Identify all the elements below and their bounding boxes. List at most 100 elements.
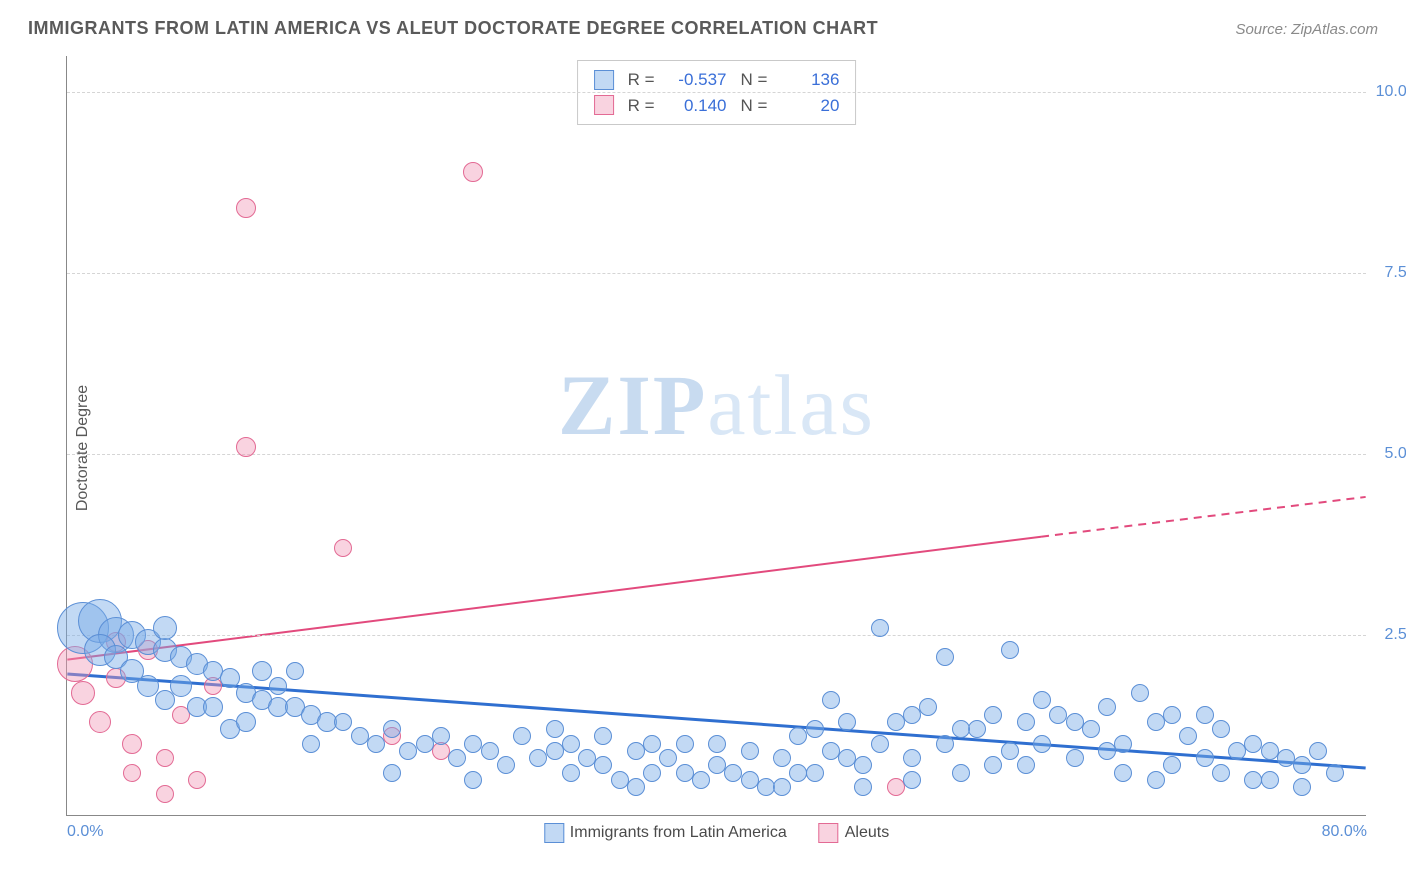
data-bubble <box>399 742 417 760</box>
data-bubble <box>773 778 791 796</box>
data-bubble <box>1082 720 1100 738</box>
data-bubble <box>936 648 954 666</box>
data-bubble <box>334 713 352 731</box>
data-bubble <box>123 764 141 782</box>
data-bubble <box>546 720 564 738</box>
data-bubble <box>1293 778 1311 796</box>
data-bubble <box>773 749 791 767</box>
data-bubble <box>854 756 872 774</box>
stats-label: N = <box>741 93 768 119</box>
x-tick-label: 0.0% <box>67 823 103 841</box>
stats-n-value: 136 <box>781 67 839 93</box>
data-bubble <box>903 706 921 724</box>
legend-swatch <box>594 70 614 90</box>
data-bubble <box>594 727 612 745</box>
data-bubble <box>546 742 564 760</box>
data-bubble <box>1098 698 1116 716</box>
data-bubble <box>1212 720 1230 738</box>
data-bubble <box>1196 706 1214 724</box>
legend-swatch <box>819 823 839 843</box>
data-bubble <box>1228 742 1246 760</box>
data-bubble <box>203 697 223 717</box>
data-bubble <box>89 711 111 733</box>
data-bubble <box>854 778 872 796</box>
data-bubble <box>497 756 515 774</box>
data-bubble <box>562 764 580 782</box>
data-bubble <box>122 734 142 754</box>
data-bubble <box>903 749 921 767</box>
stats-label: R = <box>628 67 655 93</box>
data-bubble <box>383 720 401 738</box>
legend-label: Immigrants from Latin America <box>570 824 787 841</box>
data-bubble <box>367 735 385 753</box>
data-bubble <box>383 764 401 782</box>
data-bubble <box>529 749 547 767</box>
data-bubble <box>789 727 807 745</box>
data-bubble <box>1114 735 1132 753</box>
data-bubble <box>692 771 710 789</box>
data-bubble <box>170 675 192 697</box>
data-bubble <box>432 727 450 745</box>
data-bubble <box>416 735 434 753</box>
legend-label: Aleuts <box>845 824 889 841</box>
data-bubble <box>871 619 889 637</box>
data-bubble <box>156 785 174 803</box>
data-bubble <box>1066 749 1084 767</box>
data-bubble <box>1261 742 1279 760</box>
data-bubble <box>302 735 320 753</box>
data-bubble <box>643 735 661 753</box>
data-bubble <box>286 662 304 680</box>
data-bubble <box>562 735 580 753</box>
stats-n-value: 20 <box>781 93 839 119</box>
data-bubble <box>968 720 986 738</box>
data-bubble <box>1147 771 1165 789</box>
data-bubble <box>838 749 856 767</box>
data-bubble <box>71 681 95 705</box>
data-bubble <box>1163 706 1181 724</box>
data-bubble <box>643 764 661 782</box>
data-bubble <box>822 691 840 709</box>
data-bubble <box>1131 684 1149 702</box>
data-bubble <box>269 677 287 695</box>
legend-item: Immigrants from Latin America <box>544 823 787 843</box>
legend-item: Aleuts <box>819 823 889 843</box>
data-bubble <box>252 661 272 681</box>
data-bubble <box>594 756 612 774</box>
data-bubble <box>676 764 694 782</box>
data-bubble <box>448 749 466 767</box>
gridline <box>67 92 1366 93</box>
y-tick-label: 10.0% <box>1376 83 1406 101</box>
legend-swatch <box>544 823 564 843</box>
data-bubble <box>708 735 726 753</box>
data-bubble <box>789 764 807 782</box>
data-bubble <box>1001 641 1019 659</box>
data-bubble <box>806 720 824 738</box>
data-bubble <box>153 616 177 640</box>
data-bubble <box>871 735 889 753</box>
stats-row: R =-0.537N =136 <box>594 67 840 93</box>
data-bubble <box>1033 691 1051 709</box>
plot-area: ZIPatlas R =-0.537N =136R =0.140N =20 Im… <box>66 56 1366 816</box>
y-tick-label: 5.0% <box>1385 445 1406 463</box>
data-bubble <box>741 771 759 789</box>
data-bubble <box>887 713 905 731</box>
data-bubble <box>513 727 531 745</box>
x-tick-label: 80.0% <box>1322 823 1367 841</box>
data-bubble <box>463 162 483 182</box>
data-bubble <box>1196 749 1214 767</box>
data-bubble <box>1293 756 1311 774</box>
stats-label: R = <box>628 93 655 119</box>
gridline <box>67 454 1366 455</box>
data-bubble <box>1098 742 1116 760</box>
data-bubble <box>952 764 970 782</box>
data-bubble <box>1309 742 1327 760</box>
data-bubble <box>1212 764 1230 782</box>
data-bubble <box>1163 756 1181 774</box>
data-bubble <box>919 698 937 716</box>
stats-label: N = <box>741 67 768 93</box>
data-bubble <box>236 198 256 218</box>
data-bubble <box>627 742 645 760</box>
watermark-bold: ZIP <box>558 357 707 453</box>
data-bubble <box>1001 742 1019 760</box>
data-bubble <box>1179 727 1197 745</box>
